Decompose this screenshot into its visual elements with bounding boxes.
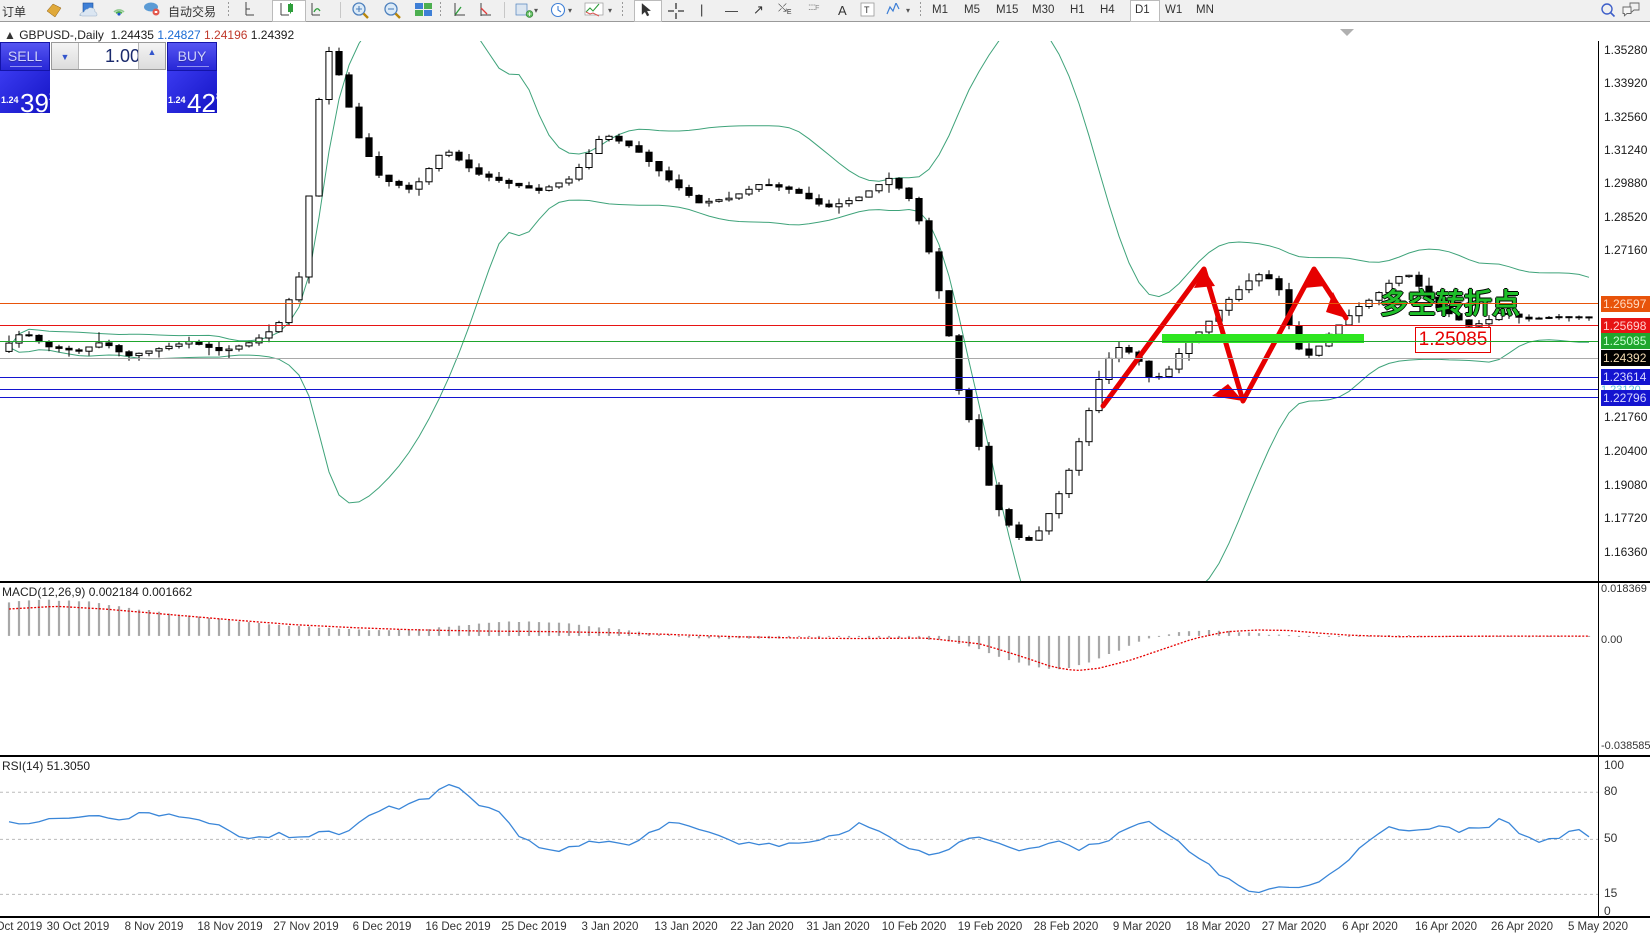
svg-text:T: T bbox=[864, 5, 870, 15]
